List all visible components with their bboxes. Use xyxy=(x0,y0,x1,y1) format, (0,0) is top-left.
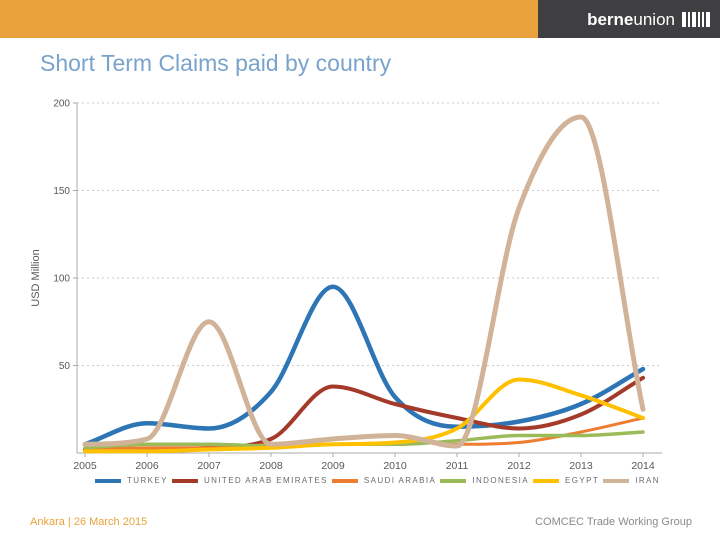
y-tick-label-150: 150 xyxy=(53,186,70,197)
logo-text-union: union xyxy=(633,9,675,29)
logo-text-berne: berne xyxy=(587,9,634,29)
legend-swatch-united-arab-emirates xyxy=(171,478,198,483)
legend-item-saudi-arabia: SAUDI ARABIA xyxy=(331,476,437,485)
x-tick-label-2006: 2006 xyxy=(135,460,159,472)
legend-item-egypt: EGYPT xyxy=(533,476,599,485)
legend-label-saudi-arabia: SAUDI ARABIA xyxy=(363,476,437,485)
legend-swatch-indonesia xyxy=(440,478,467,483)
chart-svg: 50 100 150 200 2005 2006 2007 2008 2009 2010 2011 2… xyxy=(30,99,662,472)
y-tick-label-50: 50 xyxy=(59,361,71,372)
x-tick-label-2013: 2013 xyxy=(569,460,593,472)
series-line-turkey xyxy=(82,284,646,447)
legend-label-turkey: TURKEY xyxy=(127,476,168,485)
y-tick-label-100: 100 xyxy=(53,274,70,285)
logo-barcode-icon xyxy=(682,11,710,27)
slide-title: Short Term Claims paid by country xyxy=(40,50,392,76)
x-tick-label-2009: 2009 xyxy=(321,460,345,472)
legend-item-iran: IRAN xyxy=(603,476,660,485)
series-line-egypt xyxy=(83,377,645,454)
footer-date: Ankara | 26 March 2015 xyxy=(30,516,148,528)
claims-chart: 50 100 150 200 2005 2006 2007 2008 2009 2010 2011 2… xyxy=(27,95,717,485)
legend-label-indonesia: INDONESIA xyxy=(472,476,529,485)
legend-swatch-turkey xyxy=(95,478,121,483)
legend-swatch-egypt xyxy=(533,478,560,483)
x-tick-label-2007: 2007 xyxy=(197,460,221,472)
x-tick-label-2012: 2012 xyxy=(507,460,531,472)
berne-union-logo: berneunion xyxy=(538,0,720,38)
legend-item-united-arab-emirates: UNITED ARAB EMIRATES xyxy=(171,476,328,485)
x-tick-label-2014: 2014 xyxy=(631,460,655,472)
legend-item-indonesia: INDONESIA xyxy=(440,476,529,485)
legend-label-iran: IRAN xyxy=(635,476,660,485)
legend-swatch-iran xyxy=(603,478,630,483)
logo-text: berneunion xyxy=(587,11,675,28)
x-tick-label-2010: 2010 xyxy=(383,460,407,472)
legend-label-united-arab-emirates: UNITED ARAB EMIRATES xyxy=(203,476,328,485)
footer-group: COMCEC Trade Working Group xyxy=(535,516,692,528)
x-tick-label-2011: 2011 xyxy=(446,460,469,472)
legend-swatch-saudi-arabia xyxy=(331,478,358,483)
x-tick-label-2008: 2008 xyxy=(259,460,283,472)
x-tick-label-2005: 2005 xyxy=(73,460,97,472)
top-bar: berneunion xyxy=(0,0,720,38)
legend-item-turkey: TURKEY xyxy=(95,476,168,485)
y-tick-label-200: 200 xyxy=(53,99,70,110)
series-line-iran xyxy=(82,114,646,449)
y-axis-title: USD Million xyxy=(30,249,42,306)
legend-label-egypt: EGYPT xyxy=(565,476,600,485)
chart-legend: TURKEY UNITED ARAB EMIRATES SAUDI ARABIA IN… xyxy=(95,476,660,485)
